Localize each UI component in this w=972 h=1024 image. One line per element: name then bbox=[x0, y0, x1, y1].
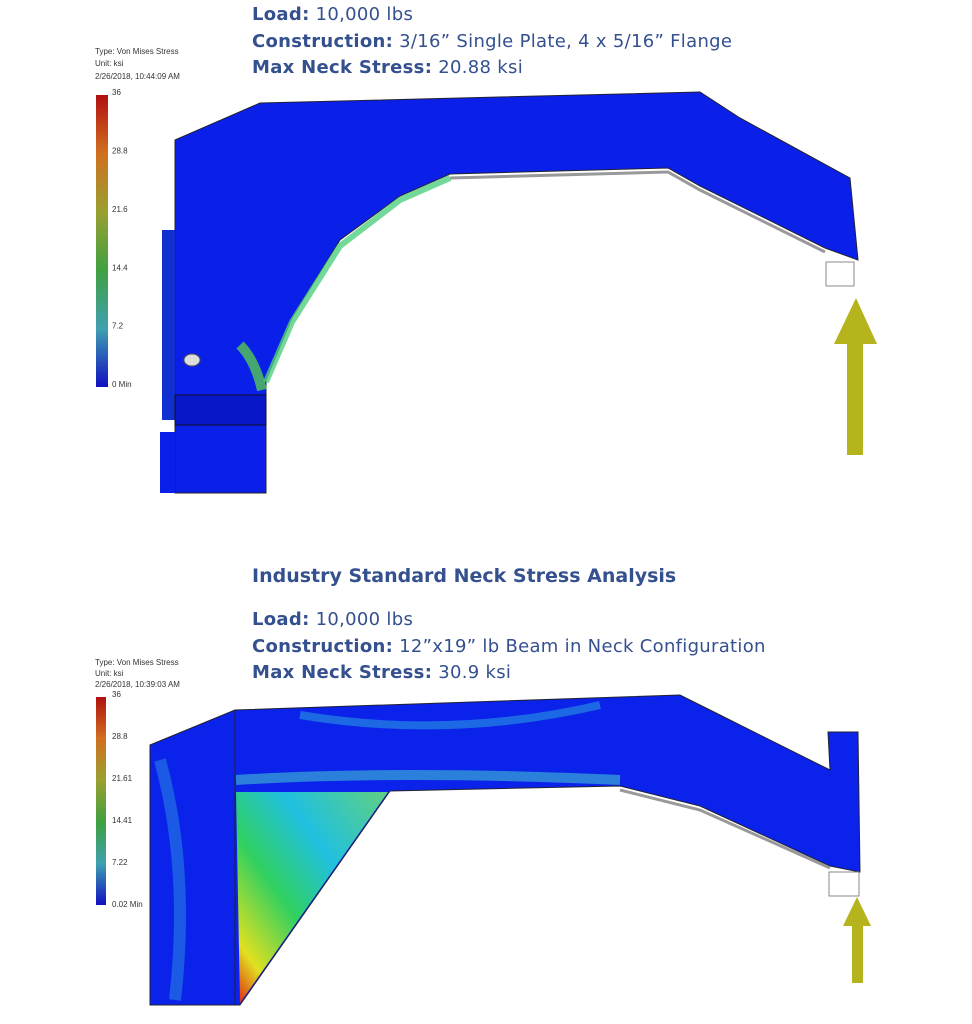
spec-line: Construction: 12”x19” lb Beam in Neck Co… bbox=[252, 636, 766, 657]
legend-tick: 21.6 bbox=[112, 205, 128, 214]
color-scale bbox=[96, 697, 106, 905]
spec-line: Max Neck Stress: 30.9 ksi bbox=[252, 662, 511, 683]
neck-part bbox=[174, 91, 859, 494]
legend-tick: 7.22 bbox=[112, 858, 128, 867]
spec-line: Max Neck Stress: 20.88 ksi bbox=[252, 57, 523, 78]
legend-tick: 36 bbox=[112, 88, 121, 97]
flange bbox=[174, 394, 267, 426]
spec-label: Construction: bbox=[252, 636, 394, 657]
legend-tick: 21.61 bbox=[112, 774, 133, 783]
load-arrow-head bbox=[843, 897, 871, 926]
edge bbox=[449, 170, 826, 254]
legend-date: 2/26/2018, 10:44:09 AM bbox=[95, 72, 180, 81]
stress-band bbox=[299, 701, 601, 730]
edge bbox=[619, 788, 831, 870]
stress-band bbox=[235, 770, 621, 785]
section-title: Industry Standard Neck Stress Analysis bbox=[252, 565, 677, 587]
spec-label: Construction: bbox=[252, 31, 394, 52]
legend-tick: 14.41 bbox=[112, 816, 133, 825]
spec-line: Load: 10,000 lbs bbox=[252, 4, 413, 25]
legend-ticks: 36 28.8 21.6 14.4 7.2 0 Min bbox=[112, 88, 132, 389]
load-arrow bbox=[847, 342, 863, 455]
spec-label: Max Neck Stress: bbox=[252, 662, 433, 683]
stress-band bbox=[263, 175, 452, 384]
load-arrow bbox=[852, 925, 863, 983]
legend-tick: 14.4 bbox=[112, 263, 128, 272]
spec-value: 20.88 ksi bbox=[438, 57, 523, 78]
spec-label: Max Neck Stress: bbox=[252, 57, 433, 78]
spec-value: 10,000 lbs bbox=[315, 609, 414, 630]
stress-web bbox=[236, 792, 388, 1003]
bracket bbox=[828, 871, 860, 897]
load-arrow-head bbox=[834, 298, 877, 344]
legend-type: Type: Von Mises Stress bbox=[95, 658, 179, 667]
spec-line: Load: 10,000 lbs bbox=[252, 609, 413, 630]
legend-ticks: 36 28.8 21.61 14.41 7.22 0.02 Min bbox=[112, 690, 143, 909]
plate bbox=[160, 432, 175, 493]
spec-line: Construction: 3/16” Single Plate, 4 x 5/… bbox=[252, 31, 732, 52]
legend-tick: 0.02 Min bbox=[112, 900, 143, 909]
color-scale bbox=[96, 95, 108, 387]
spec-label: Load: bbox=[252, 609, 310, 630]
legend-tick: 36 bbox=[112, 690, 121, 699]
plate bbox=[162, 230, 175, 420]
spec-value: 10,000 lbs bbox=[315, 4, 414, 25]
stress-band bbox=[154, 758, 186, 1001]
legend-tick: 0 Min bbox=[112, 380, 132, 389]
stress-band bbox=[236, 341, 267, 392]
legend-tick: 28.8 bbox=[112, 732, 128, 741]
legend-unit: Unit: ksi bbox=[95, 59, 124, 68]
bracket bbox=[825, 261, 855, 287]
legend-type: Type: Von Mises Stress bbox=[95, 47, 179, 56]
spec-label: Load: bbox=[252, 4, 310, 25]
legend-tick: 28.8 bbox=[112, 147, 128, 156]
legend-unit: Unit: ksi bbox=[95, 669, 124, 678]
legend-tick: 7.2 bbox=[112, 322, 124, 331]
hole bbox=[183, 353, 201, 367]
spec-value: 30.9 ksi bbox=[438, 662, 512, 683]
spec-value: 12”x19” lb Beam in Neck Configuration bbox=[399, 636, 766, 657]
legend-date: 2/26/2018, 10:39:03 AM bbox=[95, 680, 180, 689]
spec-value: 3/16” Single Plate, 4 x 5/16” Flange bbox=[399, 31, 733, 52]
